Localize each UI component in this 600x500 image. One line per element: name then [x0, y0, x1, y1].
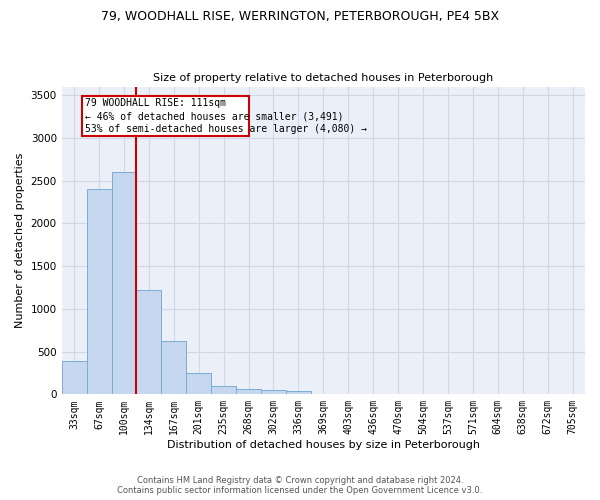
- Title: Size of property relative to detached houses in Peterborough: Size of property relative to detached ho…: [153, 73, 493, 83]
- Bar: [136, 290, 161, 395]
- Text: 79, WOODHALL RISE, WERRINGTON, PETERBOROUGH, PE4 5BX: 79, WOODHALL RISE, WERRINGTON, PETERBORO…: [101, 10, 499, 23]
- Y-axis label: Number of detached properties: Number of detached properties: [15, 153, 25, 328]
- Text: 53% of semi-detached houses are larger (4,080) →: 53% of semi-detached houses are larger (…: [85, 124, 367, 134]
- Bar: [186, 373, 211, 394]
- Bar: [236, 389, 261, 394]
- Bar: [261, 390, 286, 394]
- Bar: [161, 342, 186, 394]
- Bar: [62, 361, 86, 394]
- Bar: [112, 172, 136, 394]
- Text: ← 46% of detached houses are smaller (3,491): ← 46% of detached houses are smaller (3,…: [85, 111, 344, 121]
- Text: 79 WOODHALL RISE: 111sqm: 79 WOODHALL RISE: 111sqm: [85, 98, 226, 108]
- Text: Contains HM Land Registry data © Crown copyright and database right 2024.
Contai: Contains HM Land Registry data © Crown c…: [118, 476, 482, 495]
- Bar: [211, 386, 236, 394]
- X-axis label: Distribution of detached houses by size in Peterborough: Distribution of detached houses by size …: [167, 440, 480, 450]
- Bar: [82, 96, 248, 136]
- Bar: [286, 391, 311, 394]
- Bar: [86, 189, 112, 394]
